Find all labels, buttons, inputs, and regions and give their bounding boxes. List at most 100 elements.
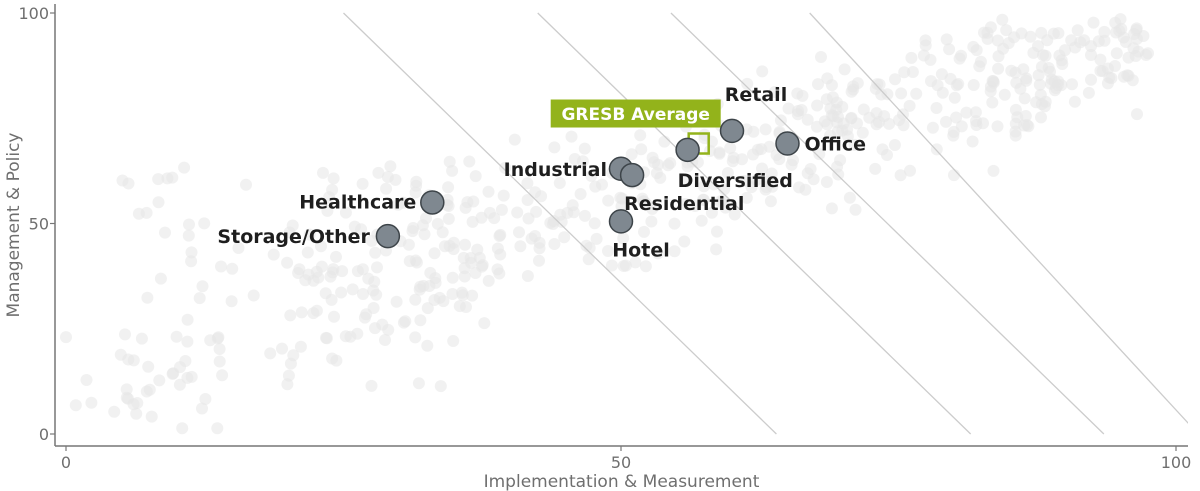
background-point: [464, 252, 477, 264]
background-point: [1121, 69, 1134, 82]
background-point: [558, 231, 571, 244]
gresb-average-layer: GRESB Average: [550, 99, 721, 155]
background-point: [1039, 95, 1052, 108]
background-point: [711, 225, 723, 238]
background-point: [617, 232, 630, 245]
background-point: [358, 311, 371, 324]
tick-labels-layer: 0 50 100 0 50 100: [18, 4, 1191, 472]
background-point: [625, 148, 638, 161]
background-point: [119, 328, 131, 341]
background-point: [648, 156, 661, 169]
background-point: [889, 73, 901, 86]
background-point: [141, 291, 154, 304]
background-point: [950, 111, 963, 124]
background-point: [152, 196, 165, 209]
background-point: [555, 215, 568, 228]
background-point: [456, 286, 468, 299]
background-point: [446, 271, 459, 284]
label-industrial: Industrial: [504, 159, 607, 181]
background-point: [745, 181, 758, 194]
background-point: [904, 164, 916, 177]
background-point: [1055, 54, 1068, 67]
background-point: [689, 200, 702, 212]
background-point: [179, 355, 192, 367]
background-point: [145, 410, 158, 423]
background-point: [955, 120, 968, 133]
background-point: [282, 369, 295, 382]
background-point: [981, 26, 994, 39]
background-point: [1039, 49, 1052, 62]
background-point: [521, 194, 534, 206]
background-point: [459, 238, 471, 251]
background-point: [412, 377, 425, 390]
background-point: [948, 91, 961, 104]
background-point: [760, 181, 773, 193]
background-point: [812, 78, 824, 91]
background-point: [906, 66, 919, 78]
background-point: [1085, 40, 1097, 53]
background-point: [240, 178, 252, 191]
background-point: [936, 86, 949, 99]
background-point: [544, 216, 557, 229]
background-point: [668, 217, 681, 230]
background-point: [286, 219, 299, 232]
background-point: [320, 332, 333, 345]
label-residential: Residential: [624, 193, 744, 215]
background-point: [60, 331, 72, 344]
background-point: [324, 270, 337, 283]
background-point: [548, 238, 561, 250]
background-point: [380, 182, 393, 195]
background-point: [825, 202, 838, 215]
background-point: [367, 302, 380, 314]
background-point: [986, 96, 999, 109]
background-point: [997, 42, 1010, 55]
background-point: [710, 243, 723, 256]
background-point: [185, 370, 198, 383]
background-point: [372, 166, 385, 179]
background-point: [969, 106, 982, 119]
background-point: [1096, 65, 1109, 77]
label-diversified: Diversified: [678, 170, 793, 192]
background-point: [307, 307, 320, 320]
background-point: [437, 295, 450, 308]
y-tick-label: 0: [39, 425, 49, 444]
background-point: [166, 171, 179, 184]
background-point: [299, 274, 312, 287]
background-point: [756, 162, 768, 175]
background-point: [287, 349, 300, 362]
background-point: [704, 144, 716, 157]
label-hotel: Hotel: [612, 239, 669, 261]
background-point: [588, 217, 601, 230]
background-point: [140, 206, 153, 219]
background-point: [1066, 78, 1078, 91]
background-point: [605, 259, 618, 272]
background-point: [998, 88, 1011, 101]
background-point: [120, 383, 133, 396]
background-point: [602, 245, 614, 257]
background-point: [365, 234, 378, 247]
background-point: [493, 267, 506, 280]
background-point: [463, 155, 476, 168]
background-point: [181, 313, 194, 326]
background-point: [414, 280, 427, 293]
background-point: [154, 272, 167, 285]
background-point: [466, 289, 479, 302]
background-point: [815, 51, 827, 63]
background-point: [590, 232, 603, 245]
background-point: [944, 72, 957, 85]
background-point: [813, 148, 826, 161]
background-point: [491, 242, 504, 255]
background-point: [1082, 86, 1095, 99]
background-point: [553, 177, 566, 189]
background-point: [582, 253, 595, 266]
background-point: [894, 169, 907, 182]
background-point: [330, 354, 343, 367]
background-point: [471, 243, 484, 256]
background-point: [1098, 34, 1111, 47]
background-point: [871, 78, 884, 91]
background-point: [469, 267, 482, 279]
background-point: [193, 292, 206, 305]
background-point: [365, 379, 378, 392]
background-point: [213, 343, 226, 355]
background-point: [974, 55, 987, 68]
